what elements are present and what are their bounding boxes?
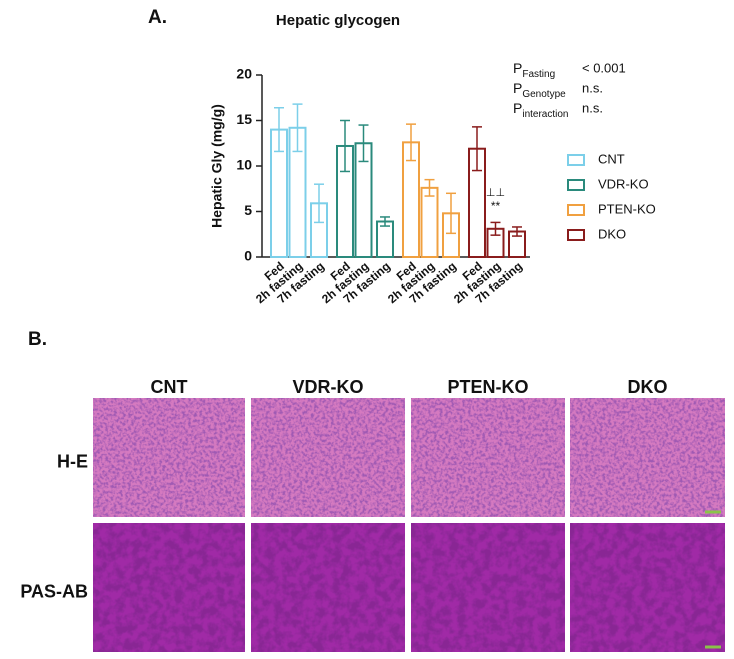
stat-label: PGenotype	[513, 80, 566, 100]
y-tick-label: 10	[236, 157, 252, 173]
y-tick-label: 15	[236, 111, 252, 127]
error-bar	[446, 192, 456, 235]
error-bar	[274, 107, 284, 153]
stat-subscript: interaction	[522, 109, 568, 120]
legend-label: VDR-KO	[598, 176, 649, 191]
error-bar	[380, 216, 390, 227]
stat-value: < 0.001	[582, 60, 626, 75]
stat-symbol: P	[513, 60, 522, 76]
tissue-texture	[93, 523, 245, 652]
panel-label: B.	[28, 329, 47, 350]
column-header: PTEN-KO	[448, 377, 529, 397]
error-bar	[424, 178, 435, 197]
y-tick-label: 20	[236, 66, 252, 82]
chart-title: Hepatic glycogen	[276, 12, 400, 29]
error-bar	[512, 226, 522, 237]
stat-symbol: P	[513, 100, 522, 116]
tissue-texture	[570, 398, 725, 517]
micrograph	[411, 523, 565, 652]
y-axis-label: Hepatic Gly (mg/g)	[209, 104, 225, 228]
stat-subscript: Fasting	[522, 69, 555, 80]
stat-symbol: P	[513, 80, 522, 96]
tissue-texture	[411, 398, 565, 517]
stat-value: n.s.	[582, 100, 603, 115]
error-bar	[406, 123, 416, 162]
micrograph	[570, 523, 725, 652]
tissue-texture	[93, 398, 245, 517]
row-header: PAS-AB	[20, 581, 88, 601]
tissue-texture	[570, 523, 725, 652]
legend-swatch	[567, 154, 585, 166]
legend-label: CNT	[598, 151, 625, 166]
micrograph	[93, 523, 245, 652]
micrograph	[411, 398, 565, 517]
tissue-texture	[411, 523, 565, 652]
annotation: ⊥⊥	[486, 187, 505, 199]
error-bar	[292, 103, 303, 153]
tissue-texture	[251, 398, 405, 517]
annotation: **	[491, 199, 501, 213]
tissue-texture	[251, 523, 405, 652]
legend-swatch	[567, 204, 585, 216]
stat-label: PFasting	[513, 60, 555, 80]
y-tick-label: 0	[244, 248, 252, 264]
row-header: H-E	[57, 451, 88, 471]
error-bar	[490, 221, 501, 236]
stat-label: Pinteraction	[513, 100, 568, 120]
error-bar	[358, 124, 369, 163]
micrograph	[251, 523, 405, 652]
error-bar	[472, 126, 482, 172]
legend-label: DKO	[598, 226, 626, 241]
error-bar	[314, 183, 324, 224]
stat-subscript: Genotype	[522, 89, 566, 100]
legend-label: PTEN-KO	[598, 201, 656, 216]
column-header: DKO	[628, 377, 668, 397]
micrograph	[570, 398, 725, 517]
legend-swatch	[567, 179, 585, 191]
y-tick-label: 5	[244, 202, 252, 218]
legend-swatch	[567, 229, 585, 241]
micrograph	[93, 398, 245, 517]
bar	[420, 186, 439, 258]
column-header: CNT	[151, 377, 188, 397]
micrograph	[251, 398, 405, 517]
bar	[376, 220, 394, 258]
column-header: VDR-KO	[293, 377, 364, 397]
error-bar	[340, 119, 350, 173]
stat-value: n.s.	[582, 80, 603, 95]
panel-label: A.	[148, 7, 167, 28]
